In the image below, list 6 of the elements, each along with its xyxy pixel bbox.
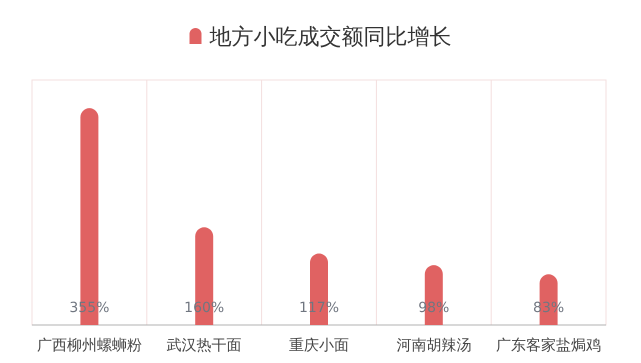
x-tick-label: 重庆小面: [289, 336, 349, 354]
x-tick-label: 河南胡辣汤: [396, 336, 472, 354]
legend: 地方小吃成交额同比增长: [190, 25, 452, 50]
x-tick-label: 广西柳州螺蛳粉: [36, 336, 142, 354]
x-tick-label: 广东客家盐焗鸡: [496, 336, 602, 354]
x-tick-label: 武汉热干面: [166, 336, 242, 354]
